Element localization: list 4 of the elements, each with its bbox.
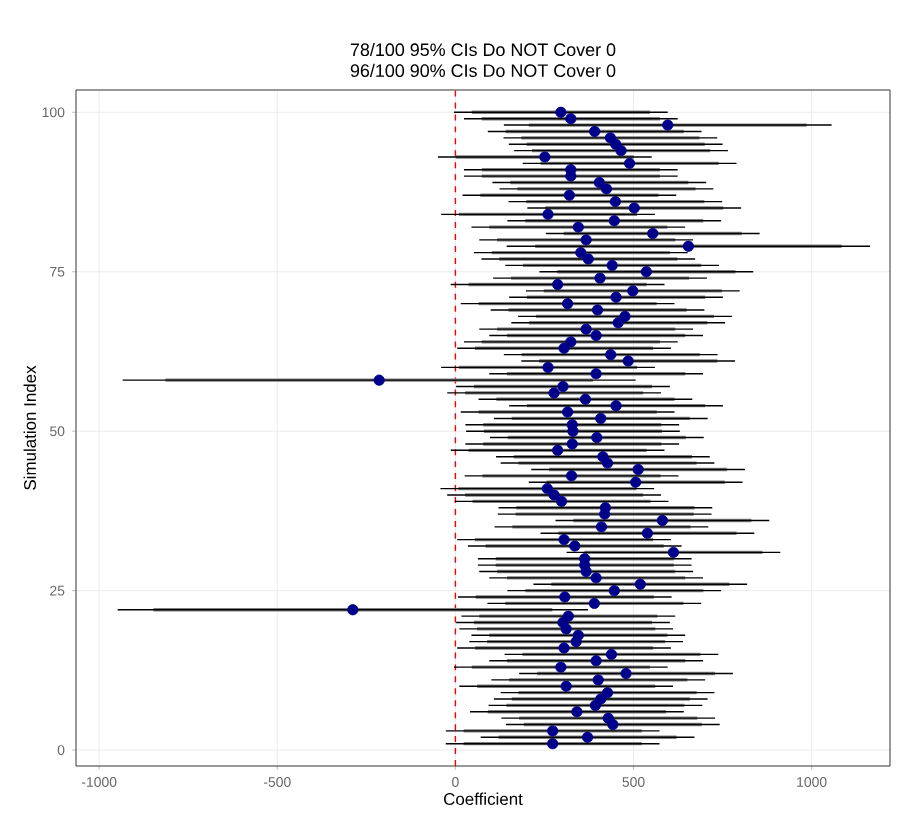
chart-subtitle: 96/100 90% CIs Do NOT Cover 0 <box>350 63 616 78</box>
chart-title: 78/100 95% CIs Do NOT Cover 0 <box>350 42 616 57</box>
x-axis-title: Coefficient <box>444 792 523 806</box>
y-axis-title: Simulation Index <box>23 365 36 490</box>
